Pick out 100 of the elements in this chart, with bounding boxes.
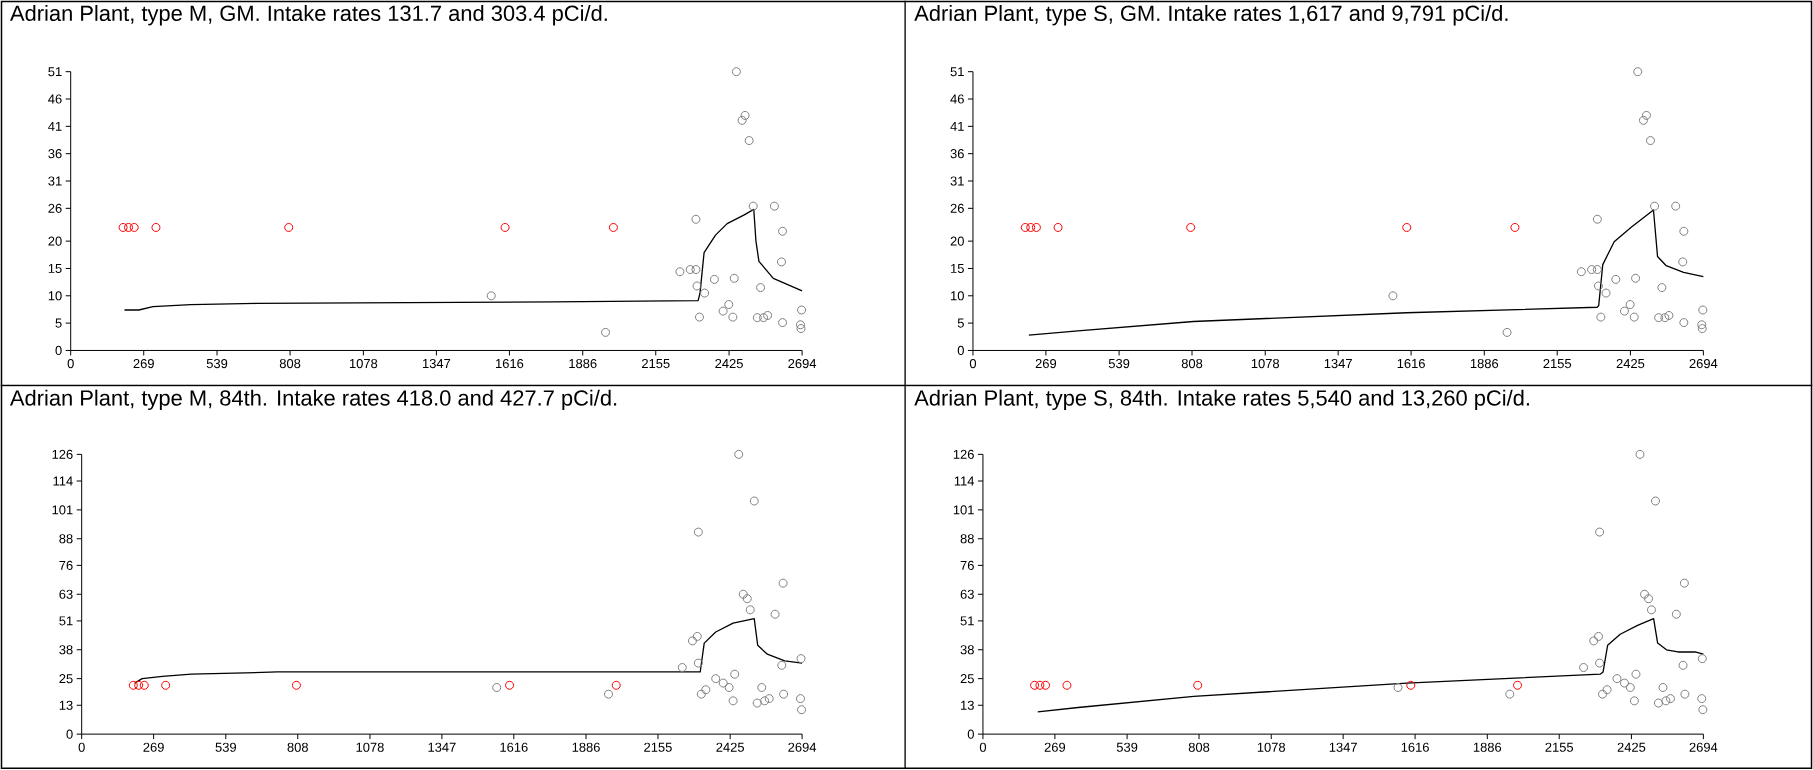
point [1589, 636, 1599, 646]
point [691, 265, 701, 275]
y-tick-label: 41 [48, 121, 62, 131]
point [1641, 110, 1651, 120]
point [1020, 223, 1030, 233]
x-tick-label: 808 [287, 742, 308, 752]
point [1679, 226, 1689, 236]
point [728, 312, 738, 322]
point [740, 110, 750, 120]
point [752, 313, 762, 323]
point [1612, 674, 1622, 684]
point [1665, 694, 1675, 704]
point [749, 496, 759, 506]
point [748, 201, 758, 211]
point [1601, 288, 1611, 298]
point [1680, 689, 1690, 699]
point [796, 654, 806, 664]
point [500, 223, 510, 233]
point [685, 265, 695, 275]
x-tick-label: 269 [1035, 359, 1057, 369]
y-tick-label: 38 [59, 645, 73, 655]
point [1671, 609, 1681, 619]
point [1697, 324, 1707, 334]
point [693, 658, 703, 668]
point [124, 223, 134, 233]
y-tick-label: 63 [59, 589, 73, 599]
point [692, 632, 702, 641]
point [778, 226, 788, 236]
x-tick-label: 0 [78, 742, 85, 752]
y-tick-label: 0 [967, 729, 974, 739]
point [1402, 223, 1412, 233]
y-tick-label: 51 [48, 67, 62, 77]
point [1631, 669, 1641, 679]
point [1579, 663, 1589, 673]
point [1625, 683, 1635, 693]
point [701, 685, 711, 695]
x-tick-label: 269 [133, 359, 154, 369]
x-tick-label: 2694 [788, 359, 817, 369]
point [757, 683, 767, 693]
point [795, 320, 805, 330]
x-tick-label: 539 [1116, 742, 1138, 752]
point [711, 674, 721, 684]
y-tick-label: 25 [960, 674, 974, 684]
x-tick-label: 539 [206, 359, 228, 369]
x-tick-label: 1616 [1397, 359, 1425, 369]
y-tick-label: 88 [59, 534, 73, 544]
x-tick-label: 1078 [1257, 742, 1286, 752]
point [1592, 214, 1602, 224]
x-tick-label: 1347 [1329, 742, 1357, 752]
y-tick-label: 76 [960, 560, 974, 571]
point [1658, 683, 1668, 693]
point [1611, 274, 1621, 284]
x-tick-label: 1078 [1251, 359, 1280, 369]
point [1062, 680, 1072, 690]
point [778, 318, 788, 328]
point [742, 594, 752, 604]
point [756, 283, 766, 293]
point [691, 214, 701, 224]
x-tick-label: 2155 [644, 742, 672, 752]
x-tick-label: 269 [143, 742, 164, 752]
point [1602, 685, 1612, 695]
point [675, 267, 685, 277]
y-tick-label: 13 [961, 700, 974, 710]
point [1660, 313, 1670, 323]
point [601, 327, 611, 337]
x-tick-label: 1347 [1324, 359, 1352, 369]
x-tick-label: 2155 [1543, 359, 1572, 369]
y-tick-label: 51 [950, 67, 964, 77]
y-tick-label: 46 [48, 94, 62, 104]
point [687, 636, 697, 646]
point [770, 609, 780, 619]
point [611, 680, 621, 690]
point [1661, 696, 1671, 706]
point [724, 300, 734, 310]
y-tick-label: 126 [953, 449, 974, 460]
point [1679, 318, 1689, 328]
point [776, 257, 786, 267]
point [1664, 311, 1674, 321]
y-tick-label: 5 [957, 318, 964, 328]
point [1645, 136, 1655, 146]
point [1698, 705, 1708, 715]
point [1041, 680, 1051, 690]
point [151, 223, 161, 233]
point [763, 311, 773, 321]
point [700, 288, 710, 298]
x-tick-label: 1886 [569, 359, 597, 369]
y-tick-label: 10 [951, 291, 964, 301]
point [1650, 496, 1660, 506]
point [729, 273, 739, 283]
point [718, 678, 728, 688]
point [134, 680, 144, 690]
point [1625, 300, 1635, 310]
x-tick-label: 2425 [716, 742, 744, 752]
point [1650, 201, 1660, 211]
point [1646, 605, 1656, 615]
point [694, 312, 704, 322]
y-tick-label: 13 [59, 700, 73, 710]
point [1592, 265, 1602, 275]
point [777, 660, 787, 670]
chart-title: Adrian Plant, type S, GM. Intake rates 1,617 and 9,791 pCi/d. [914, 5, 1508, 26]
